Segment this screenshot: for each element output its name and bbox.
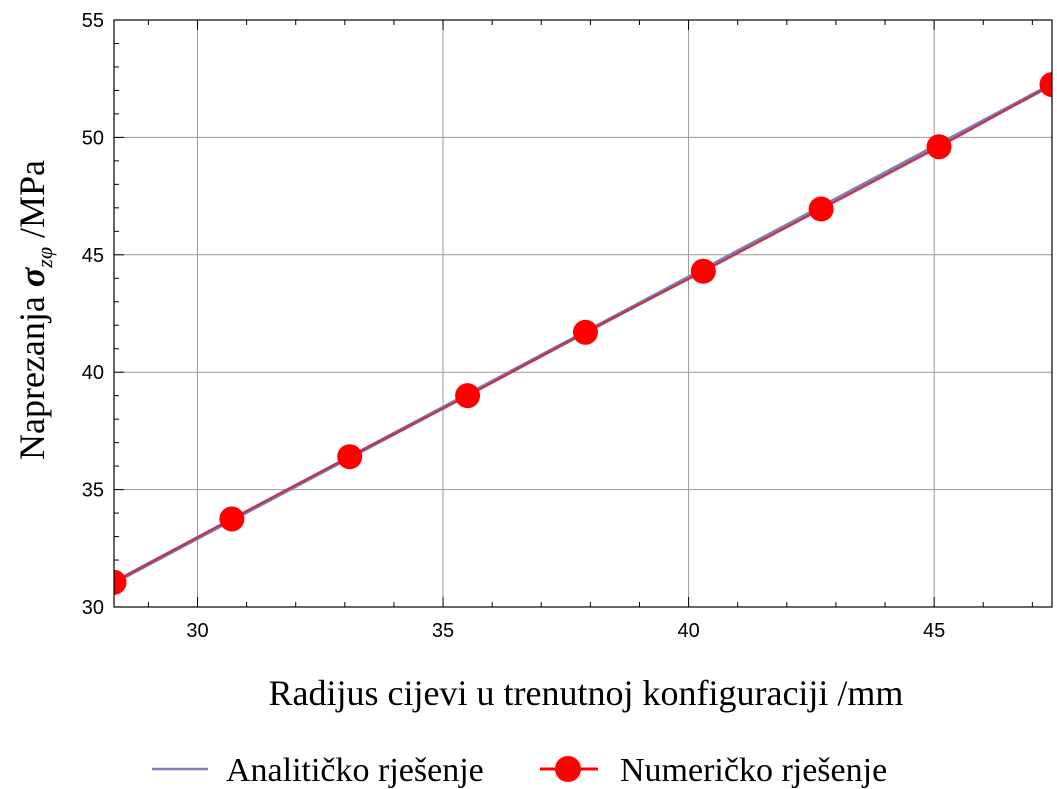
legend-label-numeric: Numeričko rješenje xyxy=(620,752,887,789)
series-group xyxy=(114,72,1052,595)
x-tick-label: 40 xyxy=(677,620,699,642)
data-point-numeric xyxy=(219,506,245,532)
data-point-numeric xyxy=(1039,72,1052,98)
y-axis-title-symbol: σ xyxy=(12,266,52,287)
y-axis-title-suffix: /MPa xyxy=(12,160,52,247)
series-layer xyxy=(114,72,1052,595)
legend-swatch-numeric-marker xyxy=(555,756,581,782)
y-axis-title: Naprezanja σzφ /MPa xyxy=(12,160,57,460)
data-point-numeric xyxy=(114,569,127,595)
y-axis-title-subscript: zφ xyxy=(32,247,57,269)
y-tick-label: 45 xyxy=(82,245,104,267)
legend: Analitičko rješenje Numeričko rješenje xyxy=(152,752,887,789)
tick-layer: 30 35 40 45 30 35 40 45 50 55 xyxy=(82,10,1033,642)
x-tick-label: 35 xyxy=(432,620,454,642)
plot-frame xyxy=(113,19,1053,608)
data-point-numeric xyxy=(926,134,952,160)
x-tick-label: 30 xyxy=(186,620,208,642)
y-tick-label: 40 xyxy=(82,362,104,384)
data-point-numeric xyxy=(337,444,363,470)
y-axis-title-prefix: Naprezanja xyxy=(12,287,52,460)
y-tick-label: 30 xyxy=(82,597,104,619)
data-point-numeric xyxy=(690,258,716,284)
y-tick-label: 55 xyxy=(82,10,104,32)
y-tick-label: 35 xyxy=(82,480,104,502)
grid-layer xyxy=(114,20,1052,607)
x-tick-label: 45 xyxy=(923,620,945,642)
data-point-numeric xyxy=(572,319,598,345)
x-axis-title: Radijus cijevi u trenutnoj konfiguraciji… xyxy=(269,673,904,713)
legend-label-analytic: Analitičko rješenje xyxy=(226,752,484,789)
data-point-numeric xyxy=(455,383,481,409)
data-point-numeric xyxy=(808,196,834,222)
y-tick-label: 50 xyxy=(82,127,104,149)
